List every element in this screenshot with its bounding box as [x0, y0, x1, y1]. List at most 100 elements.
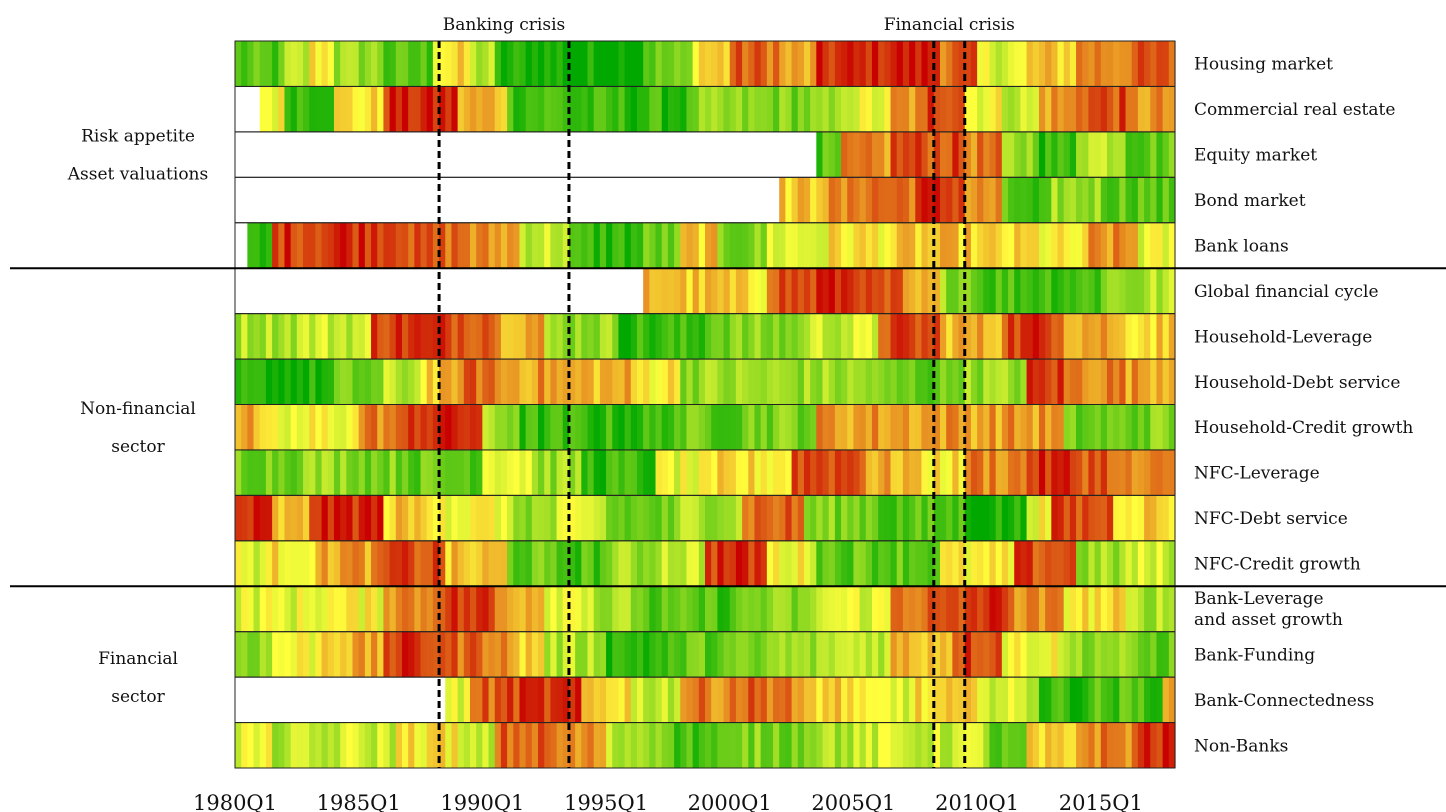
heatmap-cell [1088, 586, 1096, 632]
heatmap-cell [544, 631, 551, 678]
heatmap-cell [1082, 86, 1090, 132]
heatmap-cell [661, 449, 669, 496]
heatmap-cell [1119, 131, 1127, 178]
heatmap-cell [871, 449, 879, 496]
heatmap-cell [1119, 449, 1127, 496]
heatmap-cell [364, 586, 372, 632]
heatmap-cell [315, 313, 323, 360]
heatmap-cell [606, 677, 613, 723]
heatmap-cell [692, 677, 700, 723]
heatmap-cell [785, 313, 793, 360]
heatmap-cell [773, 222, 780, 269]
heatmap-cell [723, 41, 731, 87]
heatmap-cell [1038, 540, 1046, 587]
heatmap-cell [296, 449, 304, 496]
heatmap-cell [1069, 41, 1077, 87]
heatmap-cell [773, 404, 780, 450]
heatmap-cell [865, 268, 873, 314]
heatmap-cell [389, 222, 397, 269]
heatmap-cell [1020, 86, 1028, 132]
heatmap-cell [717, 86, 725, 132]
heatmap-cell [377, 586, 385, 632]
heatmap-cell [816, 131, 824, 178]
heatmap-cell [482, 222, 490, 269]
heatmap-cell [451, 495, 459, 541]
heatmap-cell [408, 313, 415, 360]
heatmap-cell [760, 495, 768, 541]
heatmap-cell [729, 359, 737, 405]
heatmap-cell [476, 540, 483, 587]
heatmap-cell [253, 540, 261, 587]
heatmap-cell [890, 131, 898, 178]
heatmap-cell [1051, 268, 1059, 314]
heatmap-cell [841, 177, 848, 223]
heatmap-cell [859, 86, 867, 132]
heatmap-cell [575, 677, 582, 723]
heatmap-cell [977, 268, 984, 314]
row-label: Bank-Funding [1194, 645, 1315, 665]
heatmap-cell [1119, 268, 1127, 314]
heatmap-cell [414, 404, 422, 450]
heatmap-cell [655, 631, 663, 678]
heatmap-cell [773, 677, 780, 723]
heatmap-cell [1156, 631, 1164, 678]
heatmap-cell [352, 449, 360, 496]
heatmap-cell [346, 41, 354, 87]
heatmap-cell [333, 222, 341, 269]
heatmap-cell [1051, 631, 1059, 678]
heatmap-cell [1125, 222, 1133, 269]
heatmap-cell [1069, 313, 1077, 360]
heatmap-cell [983, 177, 991, 223]
heatmap-cell [754, 222, 762, 269]
heatmap-cell [748, 313, 756, 360]
heatmap-cell [989, 222, 997, 269]
heatmap-cell [364, 404, 372, 450]
heatmap-cell [1045, 222, 1052, 269]
heatmap-cell [1026, 495, 1034, 541]
heatmap-cell [1137, 86, 1145, 132]
heatmap-cell [1131, 268, 1139, 314]
heatmap-cell [909, 495, 916, 541]
heatmap-cell [476, 631, 483, 678]
heatmap-cell [766, 631, 774, 678]
heatmap-cell [779, 313, 786, 360]
heatmap-cell [989, 359, 997, 405]
heatmap-cell [395, 449, 403, 496]
heatmap-cell [896, 359, 904, 405]
heatmap-cell [1125, 359, 1133, 405]
heatmap-cell [1156, 540, 1164, 587]
heatmap-cell [847, 313, 855, 360]
heatmap-cell [575, 449, 582, 496]
heatmap-cell [513, 313, 521, 360]
heatmap-cell [871, 677, 879, 723]
heatmap-cell [711, 449, 718, 496]
heatmap-cell [791, 586, 799, 632]
heatmap-cell [371, 449, 378, 496]
heatmap-cell [340, 41, 347, 87]
heatmap-cell [272, 540, 279, 587]
heatmap-cell [847, 131, 855, 178]
heatmap-cell [1076, 495, 1083, 541]
heatmap-cell [791, 177, 799, 223]
heatmap-cell [463, 359, 471, 405]
heatmap-cell [711, 359, 718, 405]
heatmap-cell [742, 268, 749, 314]
heatmap-cell [742, 540, 749, 587]
heatmap-cell [513, 404, 521, 450]
heatmap-cell [315, 359, 323, 405]
heatmap-cell [717, 41, 725, 87]
heatmap-cell [321, 449, 329, 496]
heatmap-cell [494, 586, 502, 632]
heatmap-cell [340, 540, 347, 587]
heatmap-cell [890, 177, 898, 223]
heatmap-cell [1026, 268, 1034, 314]
heatmap-cell [1063, 41, 1071, 87]
heatmap-cell [680, 222, 688, 269]
heatmap-cell [519, 495, 527, 541]
heatmap-cell [315, 86, 323, 132]
heatmap-cell [624, 86, 632, 132]
heatmap-cell [773, 359, 780, 405]
heatmap-cell [1045, 131, 1052, 178]
heatmap-cell [482, 631, 490, 678]
heatmap-cell [822, 631, 830, 678]
